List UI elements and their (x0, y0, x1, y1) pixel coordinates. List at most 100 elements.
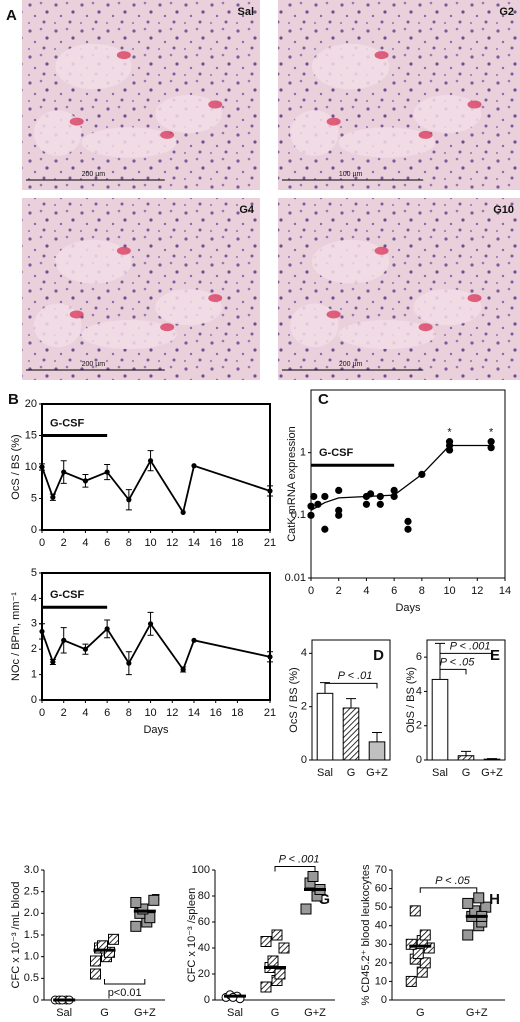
data-point (419, 929, 431, 941)
y-tick-label: 15 (25, 429, 37, 441)
panel-letter: E (490, 647, 500, 664)
y-tick-label: 4 (31, 592, 37, 604)
data-point (310, 492, 318, 501)
data-point (390, 486, 398, 494)
x-tick-label: 14 (499, 585, 511, 597)
data-point (267, 955, 279, 967)
y-tick-label: 0.1 (291, 509, 306, 521)
category-label: G (347, 767, 356, 779)
x-tick-label: 10 (144, 537, 156, 549)
y-tick-label: 0 (416, 754, 422, 766)
x-tick-label: 16 (210, 707, 222, 719)
scale-label: 100 µm (339, 171, 363, 178)
data-point (104, 469, 110, 475)
x-tick-label: 6 (391, 585, 397, 597)
data-point (321, 525, 329, 533)
panel-letter: G (318, 891, 330, 908)
data-point (423, 942, 435, 954)
image-label: G4 (239, 204, 255, 216)
data-point (376, 492, 384, 501)
data-point (412, 948, 424, 960)
x-tick-label: 2 (61, 707, 67, 719)
significance-mark: * (489, 427, 494, 439)
data-point (137, 903, 149, 915)
x-tick-label: 8 (126, 707, 132, 719)
y-tick-label: 0.5 (24, 972, 39, 984)
x-tick-label: 18 (231, 707, 243, 719)
y-tick-label: 30 (375, 938, 387, 950)
data-point (191, 637, 197, 643)
y-tick-label: 1 (300, 447, 306, 459)
y-tick-label: 4 (416, 685, 422, 697)
bone-region (290, 303, 339, 348)
y-tick-label: 1.5 (24, 929, 39, 941)
y-tick-label: 20 (375, 957, 387, 969)
osteoclast-stain (208, 294, 223, 303)
x-tick-label: 8 (419, 585, 425, 597)
bone-region (155, 95, 222, 133)
data-point (300, 903, 312, 915)
category-label: G+Z (466, 1007, 488, 1019)
x-tick-label: 12 (166, 537, 178, 549)
y-tick-label: 50 (375, 901, 387, 913)
category-label: G (416, 1007, 425, 1019)
data-point (50, 659, 56, 665)
y-tick-label: 3.0 (24, 864, 39, 876)
y-tick-label: 20 (25, 398, 37, 410)
data-point (335, 486, 343, 494)
data-point (39, 464, 45, 470)
data-point (39, 628, 45, 635)
y-tick-label: 4 (301, 647, 307, 659)
data-point (480, 901, 492, 913)
data-point (321, 492, 329, 501)
category-label: Sal (227, 1007, 243, 1019)
data-point (487, 438, 495, 446)
data-point (126, 660, 132, 666)
y-axis-label: CFC x 10⁻³ /mL blood (10, 882, 22, 989)
x-tick-label: 0 (308, 585, 314, 597)
treatment-label: G-CSF (50, 589, 85, 601)
category-label: Sal (56, 1007, 72, 1019)
osteoclast-stain (116, 51, 131, 60)
data-point (335, 506, 343, 514)
error-bar (487, 758, 497, 760)
bone-region (81, 319, 177, 350)
osteoclast-stain (208, 100, 223, 109)
significance-label: p<0.01 (108, 987, 142, 999)
data-point (418, 470, 426, 478)
y-tick-label: 60 (375, 882, 387, 894)
y-axis-label: CatK mRNA expression (286, 426, 298, 542)
bone-region (55, 239, 132, 284)
data-line (41, 622, 271, 672)
bar (342, 707, 360, 761)
data-point (404, 517, 412, 526)
x-tick-label: 14 (188, 707, 200, 719)
bar (457, 755, 475, 761)
osteoclast-stain (467, 100, 482, 109)
y-axis-label: OcS / BS (%) (10, 434, 22, 499)
x-tick-label: 2 (61, 537, 67, 549)
y-tick-label: 20 (198, 968, 210, 980)
panel-letter: H (489, 891, 500, 908)
bone-region (33, 303, 82, 348)
bone-region (55, 43, 132, 90)
x-tick-label: 6 (104, 707, 110, 719)
scale-label: 200 µm (339, 361, 363, 368)
data-point (180, 509, 186, 515)
osteoclast-stain (374, 246, 389, 255)
x-axis-label: Days (143, 724, 169, 736)
y-tick-label: 2 (416, 720, 422, 732)
data-point (416, 966, 428, 978)
data-point (405, 975, 417, 987)
y-tick-label: 10 (25, 461, 37, 473)
plot-frame (310, 389, 506, 579)
category-label: G+Z (481, 767, 503, 779)
data-point (278, 942, 290, 954)
bone-region (290, 110, 339, 156)
data-point (409, 905, 421, 917)
data-point (307, 511, 315, 519)
y-tick-label: 5 (31, 492, 37, 504)
image-label: G2 (499, 6, 514, 18)
significance-label: P < .001 (450, 640, 491, 652)
